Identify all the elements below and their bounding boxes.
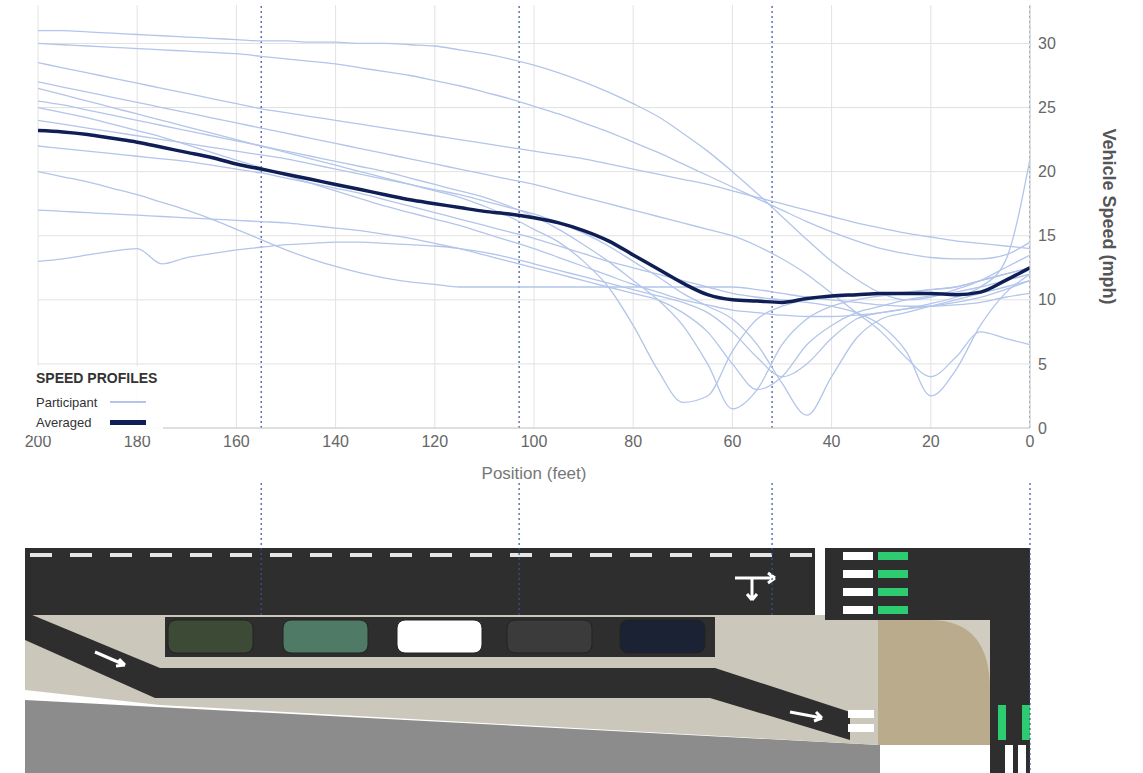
svg-text:10: 10 <box>1038 291 1056 308</box>
svg-text:5: 5 <box>1038 356 1047 373</box>
svg-text:20: 20 <box>1038 163 1056 180</box>
svg-text:Vehicle Speed (mph): Vehicle Speed (mph) <box>1099 128 1119 304</box>
svg-text:80: 80 <box>624 433 642 450</box>
svg-text:140: 140 <box>322 433 349 450</box>
svg-text:20: 20 <box>922 433 940 450</box>
svg-text:15: 15 <box>1038 227 1056 244</box>
svg-text:200: 200 <box>24 433 52 451</box>
svg-text:180: 180 <box>123 433 151 451</box>
svg-text:0: 0 <box>1026 433 1035 450</box>
svg-text:25: 25 <box>1038 99 1056 116</box>
svg-text:30: 30 <box>1038 35 1056 52</box>
html-text:SPEED PROFILES: SPEED PROFILES <box>36 370 158 386</box>
svg-text:40: 40 <box>823 433 841 450</box>
svg-text:120: 120 <box>421 433 448 450</box>
svg-text:100: 100 <box>521 433 548 450</box>
html-text:Participant: Participant <box>36 394 98 410</box>
svg-text:60: 60 <box>724 433 742 450</box>
html-text:Averaged: Averaged <box>36 414 92 430</box>
svg-text:Position (feet): Position (feet) <box>482 464 587 483</box>
svg-text:160: 160 <box>223 433 250 450</box>
svg-text:0: 0 <box>1038 420 1047 437</box>
